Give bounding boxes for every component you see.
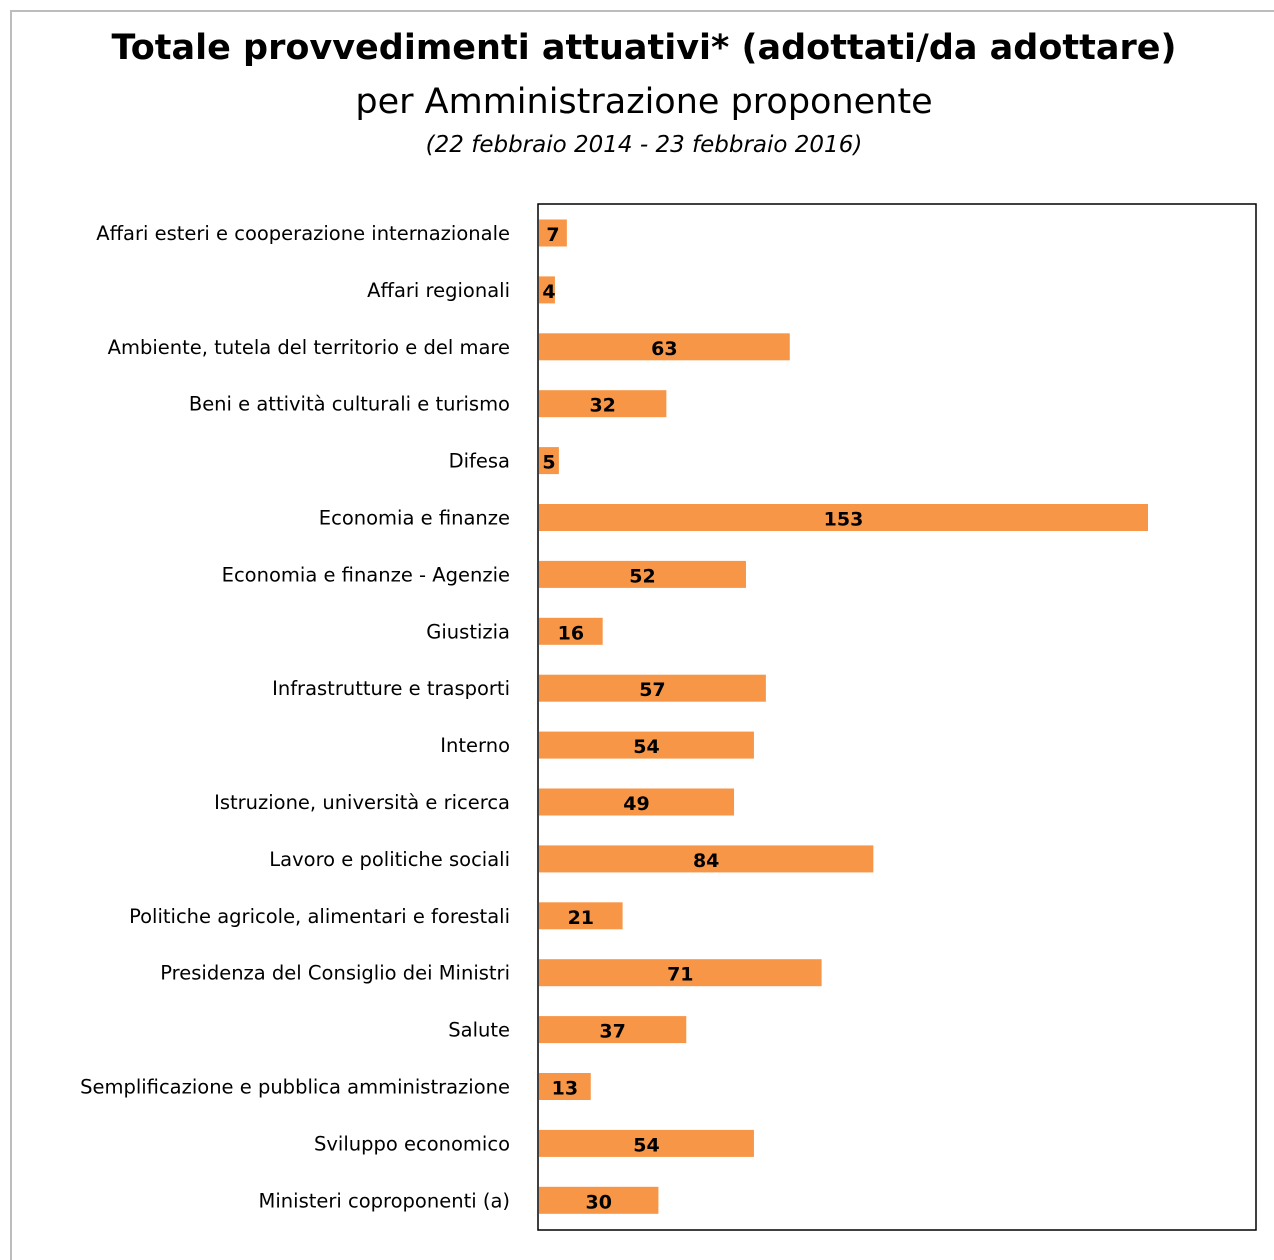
value-label: 84 (693, 850, 719, 872)
value-label: 7 (546, 224, 559, 246)
bar (539, 447, 559, 475)
value-label: 71 (667, 964, 693, 986)
category-label: Politiche agricole, alimentari e foresta… (129, 905, 510, 928)
value-label: 21 (568, 907, 594, 929)
value-label: 49 (623, 793, 649, 815)
bars-layer (539, 219, 1148, 1214)
bar (539, 219, 567, 247)
bar (539, 959, 822, 987)
bar (539, 731, 754, 759)
value-label: 52 (629, 565, 655, 587)
bar (539, 902, 623, 930)
category-label: Economia e finanze (319, 507, 510, 530)
bar (539, 1016, 687, 1044)
value-label: 13 (552, 1078, 578, 1100)
value-label: 57 (639, 679, 665, 701)
plot-area-border (537, 203, 1257, 1231)
value-label: 16 (558, 622, 584, 644)
category-label: Salute (448, 1019, 510, 1042)
bar (539, 560, 746, 588)
category-label: Presidenza del Consiglio dei Ministri (160, 962, 510, 985)
category-label: Giustizia (426, 620, 510, 643)
bar (539, 390, 667, 418)
category-label: Semplificazione e pubblica amministrazio… (80, 1076, 510, 1099)
category-label: Infrastrutture e trasporti (272, 677, 510, 700)
category-label: Interno (440, 734, 510, 757)
category-label: Ministeri coproponenti (a) (259, 1189, 510, 1212)
value-label: 63 (651, 338, 677, 360)
value-label: 30 (585, 1191, 611, 1213)
category-label: Sviluppo economico (314, 1132, 510, 1155)
bar (539, 333, 790, 361)
category-label: Economia e finanze - Agenzie (222, 563, 510, 586)
value-label: 54 (633, 736, 659, 758)
category-label: Lavoro e politiche sociali (269, 848, 510, 871)
value-label: 5 (542, 452, 555, 474)
category-label: Istruzione, università e ricerca (214, 791, 510, 814)
category-label: Beni e attività culturali e turismo (189, 393, 510, 416)
chart-period: (22 febbraio 2014 - 23 febbraio 2016) (425, 132, 863, 158)
bar (539, 788, 735, 816)
bar (539, 617, 603, 645)
value-label: 54 (633, 1134, 659, 1156)
category-label: Affari esteri e cooperazione internazion… (96, 222, 510, 245)
chart-frame (10, 10, 1274, 1260)
value-label: 37 (599, 1021, 625, 1043)
category-label: Affari regionali (367, 279, 510, 302)
value-label: 153 (824, 509, 864, 531)
category-label: Difesa (449, 450, 510, 473)
category-label: Ambiente, tutela del territorio e del ma… (108, 336, 510, 359)
value-labels: 7 4 63 32 5 153 52 16 57 54 49 84 21 71 37 13 54 30 (542, 224, 863, 1213)
bar (539, 1073, 591, 1100)
category-labels: Affari esteri e cooperazione internazion… (80, 222, 510, 1212)
chart-subtitle: per Amministrazione proponente (355, 82, 933, 122)
chart-title: Totale provvedimenti attuativi* (adottat… (111, 28, 1177, 68)
bar (539, 674, 766, 702)
value-label: 4 (542, 281, 555, 303)
bar (539, 504, 1148, 531)
bar (539, 845, 874, 873)
bar (539, 1186, 659, 1214)
value-label: 32 (589, 395, 615, 417)
bar (539, 1129, 754, 1157)
bar (539, 276, 555, 304)
